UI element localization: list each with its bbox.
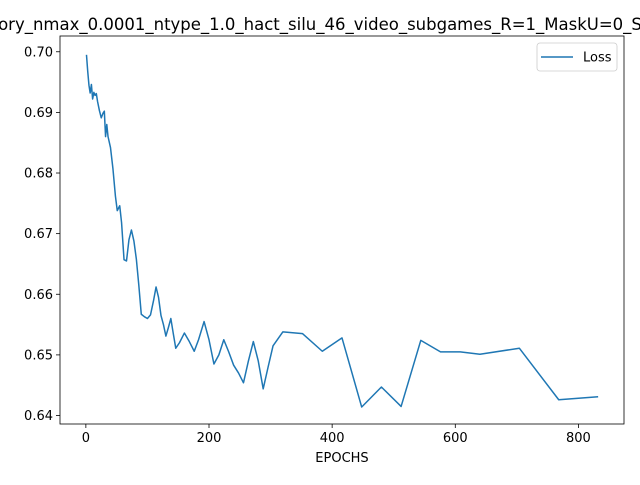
y-tick-label: 0.64 <box>24 409 53 424</box>
y-tick-label: 0.68 <box>24 167 53 182</box>
x-tick-label: 200 <box>197 431 222 446</box>
y-axis: 0.64 0.65 0.66 0.67 0.68 0.69 0.70 <box>24 45 60 424</box>
x-tick-label: 0 <box>82 431 90 446</box>
x-tick-label: 800 <box>566 431 591 446</box>
chart-title: ory_nmax_0.0001_ntype_1.0_hact_silu_46_v… <box>0 15 640 35</box>
x-axis-label: EPOCHS <box>315 451 368 466</box>
legend: Loss <box>536 42 618 72</box>
plot-frame <box>59 35 625 425</box>
legend-label-loss: Loss <box>583 51 612 66</box>
x-axis: 0 200 400 600 800 <box>82 424 591 446</box>
y-tick-label: 0.70 <box>24 45 53 60</box>
y-tick-label: 0.65 <box>24 348 53 363</box>
y-tick-label: 0.69 <box>24 106 53 121</box>
x-tick-label: 600 <box>443 431 468 446</box>
series-line-loss <box>85 54 599 408</box>
y-tick-label: 0.66 <box>24 288 53 303</box>
legend-box <box>536 42 618 72</box>
y-tick-label: 0.67 <box>24 227 53 242</box>
plot-area <box>85 54 599 408</box>
x-tick-label: 400 <box>320 431 345 446</box>
